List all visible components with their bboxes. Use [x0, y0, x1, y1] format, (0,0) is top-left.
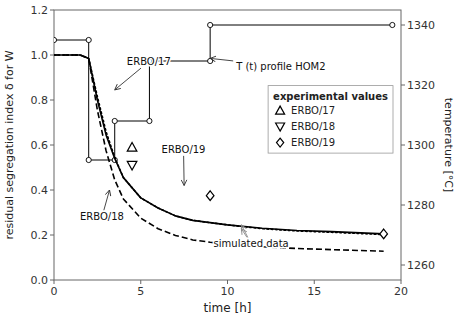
- annotation-text: simulated data: [214, 238, 289, 249]
- x-tick: [54, 280, 55, 284]
- x-tick-label: 15: [307, 285, 321, 298]
- annotation-text: ERBO/17: [127, 56, 171, 67]
- exp-point: [127, 142, 137, 151]
- sim-line: [54, 55, 384, 234]
- annotation-arrow: [115, 68, 141, 90]
- y-tick: [50, 100, 54, 101]
- x-tick: [401, 280, 402, 284]
- x-axis-label: time [h]: [204, 301, 252, 315]
- x-tick: [227, 280, 228, 284]
- y2-tick-label: 1340: [407, 19, 435, 32]
- x-tick-label: 20: [394, 285, 408, 298]
- chart: 0 5 10 15 20 0.0 0.2 0.4 0.6 0.8 1.0 1.2 1260 1280 130…: [0, 0, 455, 320]
- legend-marker: [277, 138, 284, 147]
- exp-point: [127, 161, 137, 170]
- y-tick-label: 0.6: [31, 139, 49, 152]
- y-axis-label: residual segregation index δ for W: [3, 50, 16, 239]
- y-tick: [50, 145, 54, 146]
- y-tick-label: 1.0: [31, 49, 49, 62]
- line-point: [208, 58, 213, 63]
- y-tick: [50, 190, 54, 191]
- y-tick: [50, 55, 54, 56]
- annotation-arrow: [241, 229, 247, 238]
- annotation-text: ERBO/19: [162, 144, 206, 155]
- axes: 0 5 10 15 20 0.0 0.2 0.4 0.6 0.8 1.0 1.2 1260 1280 130…: [31, 4, 436, 298]
- annotation-arrows: [104, 190, 110, 210]
- annotation-text: T (t) profile HOM2: [235, 61, 325, 72]
- legend-label: ERBO/19: [291, 137, 335, 148]
- y-tick-label: 1.2: [31, 4, 49, 17]
- y2-tick-label: 1320: [407, 79, 435, 92]
- legend-label: ERBO/17: [291, 105, 335, 116]
- legend-marker: [276, 123, 285, 131]
- y2-tick-label: 1300: [407, 139, 435, 152]
- line-point: [147, 118, 152, 123]
- y2-axis-label: temperature [°C]: [442, 98, 455, 192]
- y2-tick: [401, 265, 405, 266]
- y2-tick: [401, 145, 405, 146]
- y-tick: [50, 10, 54, 11]
- annotation-arrows: [183, 156, 184, 186]
- x-tick-label: 10: [221, 285, 235, 298]
- annotation-arrows: [115, 68, 141, 90]
- exp-point: [380, 229, 388, 239]
- annotation-arrows: [210, 58, 233, 61]
- x-tick: [314, 280, 315, 284]
- y-tick: [50, 280, 54, 281]
- line-point: [390, 22, 395, 27]
- line-point: [112, 118, 117, 123]
- line-point: [86, 157, 91, 162]
- x-tick-label: 5: [137, 285, 144, 298]
- y-tick-label: 0.0: [31, 274, 49, 287]
- annotation-arrow: [183, 156, 184, 186]
- y2-tick: [401, 85, 405, 86]
- x-tick-label: 0: [51, 285, 58, 298]
- line-point: [54, 37, 57, 42]
- y-tick-label: 0.8: [31, 94, 49, 107]
- legend-marker: [276, 106, 285, 114]
- plot-area: [54, 22, 395, 251]
- y2-tick-label: 1280: [407, 199, 435, 212]
- legend-title: experimental values: [273, 91, 388, 102]
- exp-point: [206, 191, 214, 201]
- temperature-line: [54, 25, 392, 160]
- y2-tick: [401, 205, 405, 206]
- y-tick-label: 0.4: [31, 184, 49, 197]
- legend-label: ERBO/18: [291, 121, 335, 132]
- x-tick: [140, 280, 141, 284]
- y2-tick: [401, 25, 405, 26]
- y2-tick-label: 1260: [407, 259, 435, 272]
- line-point: [208, 22, 213, 27]
- annotation-arrow: [241, 225, 247, 238]
- legend-box: [268, 86, 393, 154]
- sim-line: [54, 55, 384, 235]
- y-tick: [50, 235, 54, 236]
- annotation-arrow: [210, 58, 233, 61]
- plot-frame: [54, 10, 401, 280]
- line-point: [86, 37, 91, 42]
- annotation-text: ERBO/18: [80, 211, 124, 222]
- annotation-arrow: [104, 190, 110, 210]
- y-tick-label: 0.2: [31, 229, 49, 242]
- legend: experimental values ERBO/17 ERBO/18 ERBO/19: [268, 86, 393, 154]
